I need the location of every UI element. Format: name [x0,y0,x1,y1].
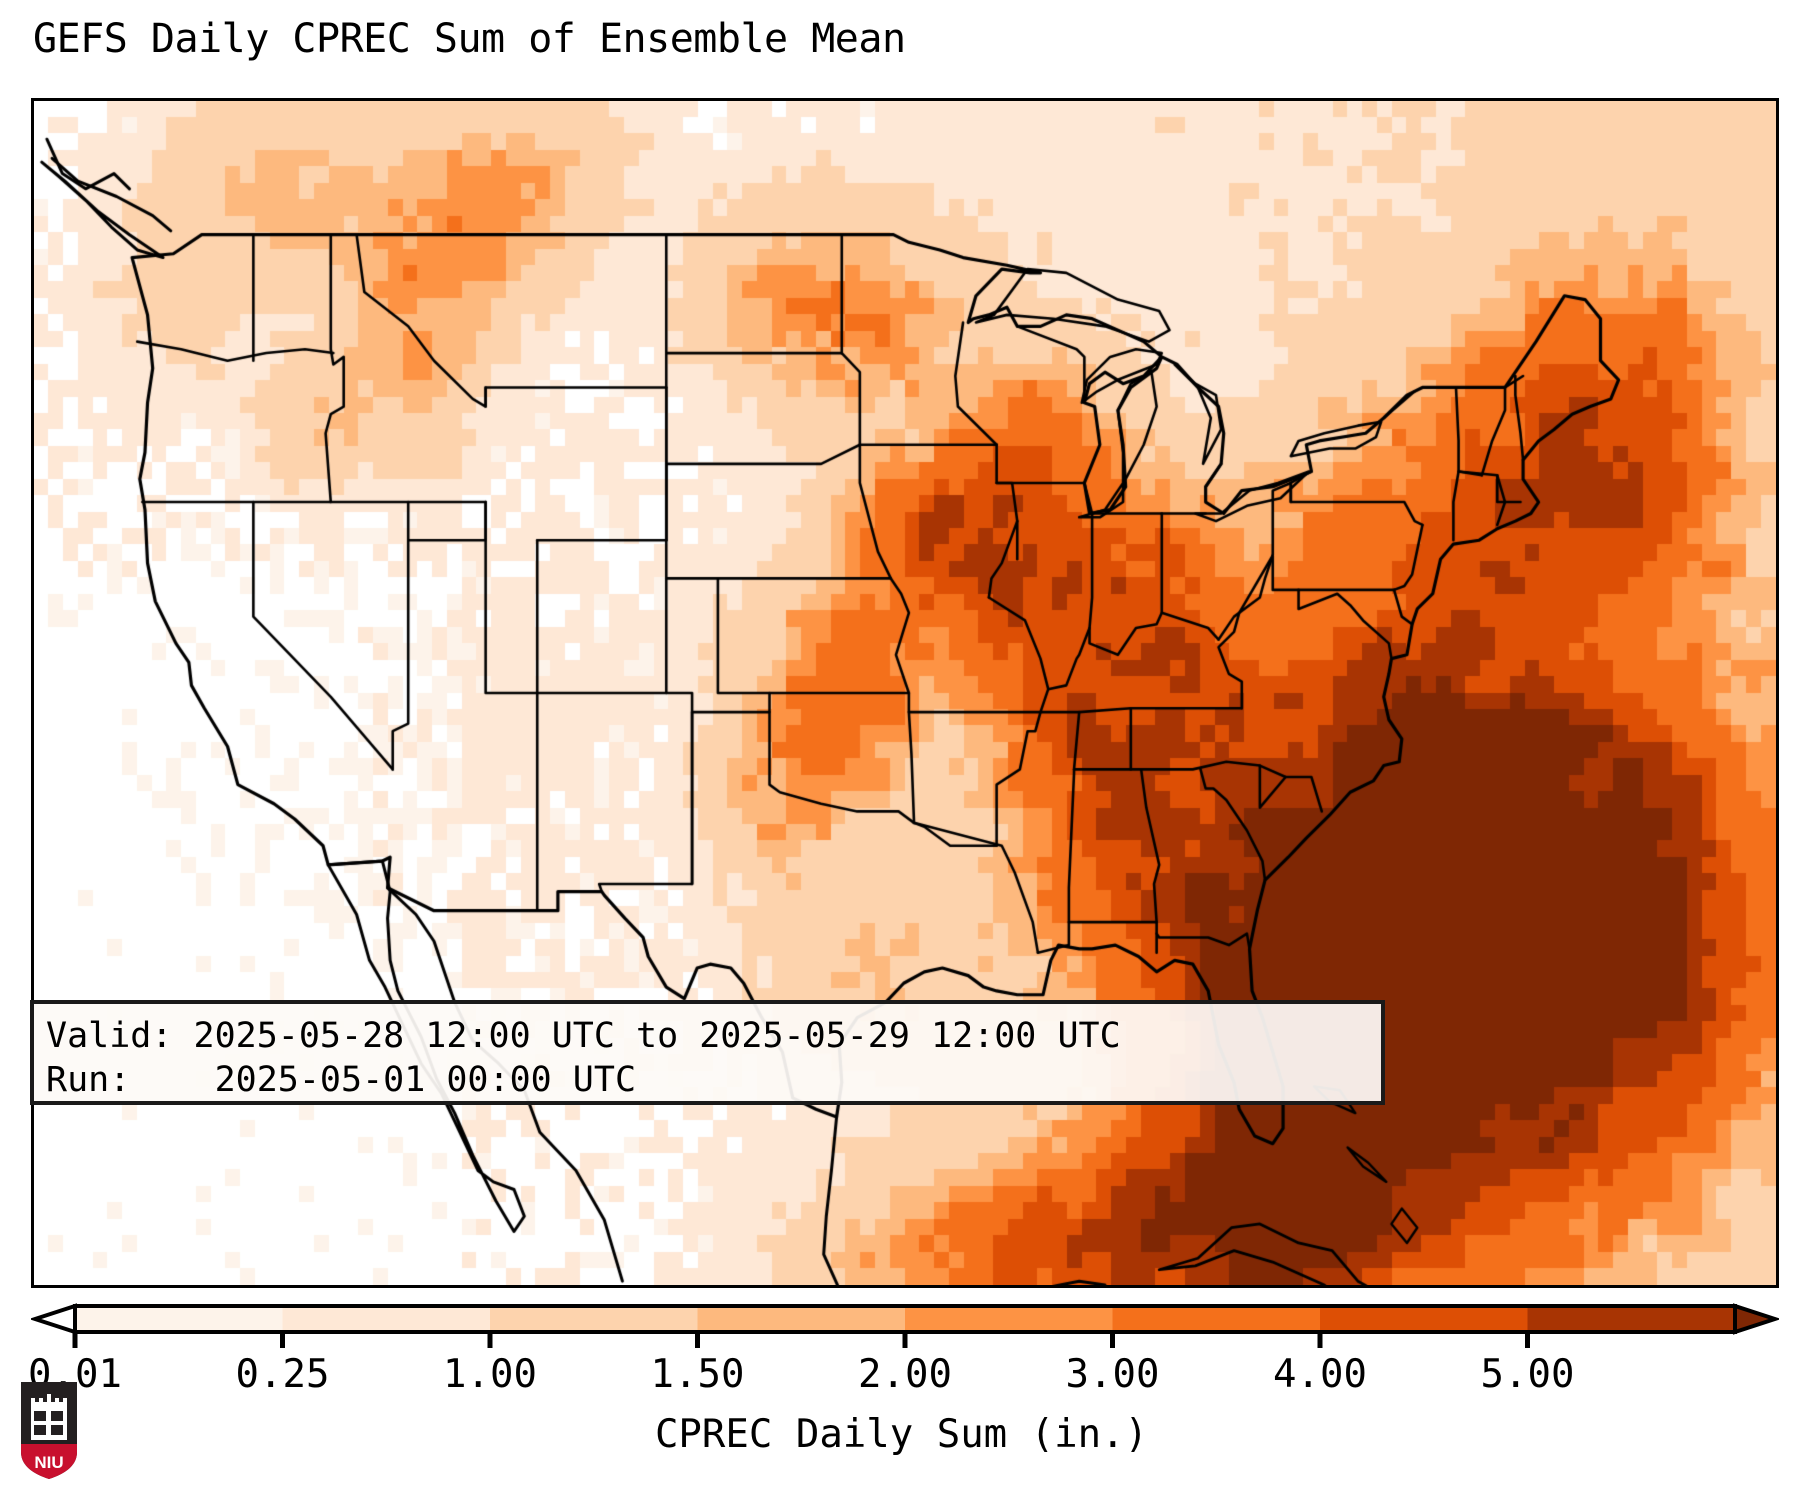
niu-logo: NIU [21,1382,77,1479]
colorbar-band [697,1306,906,1332]
colorbar-tick-label: 4.00 [1273,1352,1367,1397]
colorbar-tick-label: 2.00 [858,1352,952,1397]
page-title: GEFS Daily CPREC Sum of Ensemble Mean [33,16,906,62]
colorbar-band [75,1306,284,1332]
valid-time-text: Valid: 2025-05-28 12:00 UTC to 2025-05-2… [46,1016,1121,1056]
colorbar-axis-title: CPREC Daily Sum (in.) [654,1412,1149,1457]
run-time-text: Run: 2025-05-01 00:00 UTC [46,1060,637,1100]
precipitation-heatmap-canvas [34,101,1776,1285]
colorbar-tick-label: 3.00 [1065,1352,1160,1397]
colorbar-tick-label: 5.00 [1480,1352,1575,1397]
niu-logo-text: NIU [34,1453,63,1472]
colorbar-tick-labels: 0.01 0.25 1.00 1.50 2.00 3.00 4.00 5.00 [28,1352,1779,1402]
colorbar-tick-label: 1.00 [443,1352,537,1397]
colorbar-band [1320,1306,1529,1332]
colorbar-under-arrow [31,1303,77,1335]
colorbar-svg [31,1303,1779,1348]
colorbar-band [282,1306,491,1332]
forecast-info-box: Valid: 2025-05-28 12:00 UTC to 2025-05-2… [30,1000,1385,1105]
colorbar-band [1112,1306,1321,1332]
colorbar-band [1527,1306,1736,1332]
colorbar-tick-label: 1.50 [650,1352,745,1397]
colorbar-band [490,1306,699,1332]
colorbar [31,1298,1779,1348]
colorbar-over-arrow [1733,1303,1779,1335]
colorbar-tick-label: 0.25 [235,1352,330,1397]
colorbar-band [905,1306,1114,1332]
map-plot-area [31,98,1779,1288]
